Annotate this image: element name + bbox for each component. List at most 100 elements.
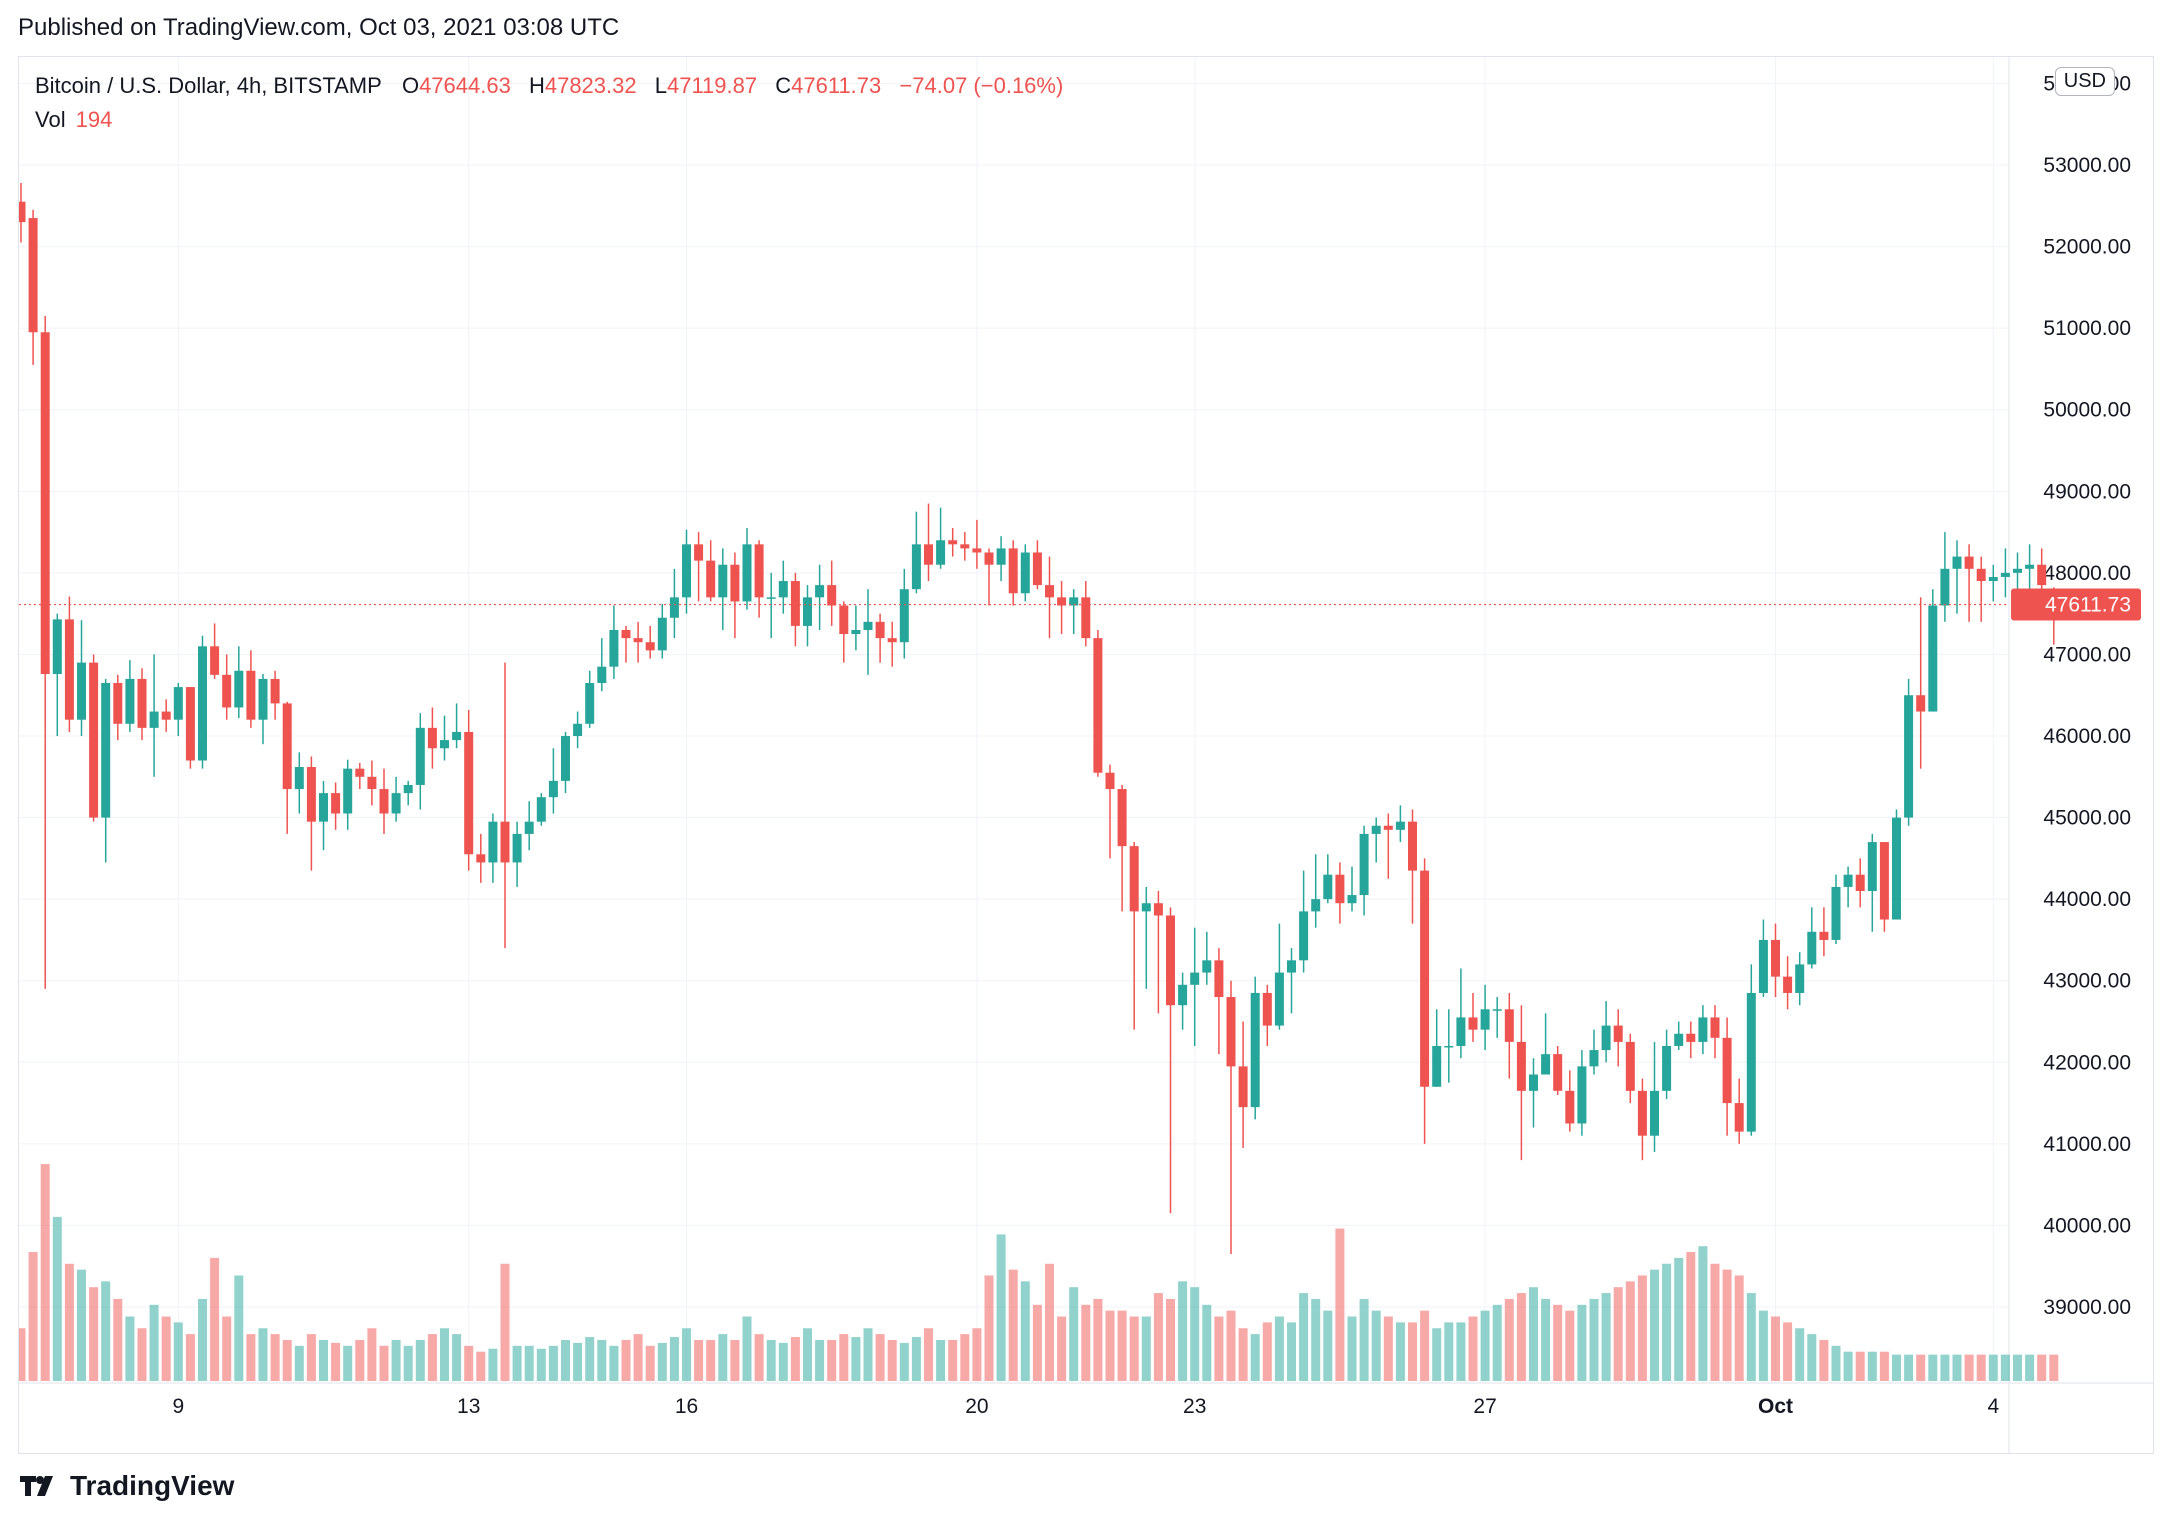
volume-bar <box>718 1334 728 1381</box>
volume-bar <box>331 1342 341 1381</box>
candle-body <box>52 619 62 675</box>
candle-body <box>1153 903 1163 916</box>
volume-bar <box>1250 1334 1260 1381</box>
y-tick-label: 40000.00 <box>2043 1214 2131 1237</box>
candle-body <box>512 833 522 863</box>
volume-bar <box>234 1275 244 1381</box>
volume-bar <box>355 1339 365 1381</box>
last-price-label: 47611.73 <box>2045 594 2131 617</box>
volume-bar <box>1371 1310 1381 1381</box>
volume-bar <box>367 1328 377 1381</box>
candle-body <box>355 768 365 777</box>
candle-body <box>984 552 994 565</box>
candle-body <box>718 564 728 598</box>
volume-bar <box>464 1345 474 1381</box>
candle-body <box>585 683 595 724</box>
volume-bar <box>19 1328 26 1381</box>
volume-bar <box>476 1351 486 1381</box>
candle-body <box>1952 556 1962 569</box>
candle-body <box>803 597 812 626</box>
volume-bar <box>379 1345 389 1381</box>
candle-body <box>40 332 50 675</box>
candle-body <box>222 674 232 708</box>
candle-body <box>730 564 740 602</box>
volume-bar <box>1504 1298 1514 1381</box>
candle-body <box>1395 821 1405 830</box>
candle-body <box>1516 1041 1526 1091</box>
candle-body <box>1855 874 1865 891</box>
candle-body <box>101 683 111 818</box>
y-tick-label: 46000.00 <box>2043 725 2131 748</box>
volume-bar <box>827 1339 837 1381</box>
candle-body <box>1553 1054 1563 1091</box>
volume-bar <box>839 1334 849 1381</box>
x-tick-label: 16 <box>675 1395 698 1418</box>
candle-body <box>1662 1045 1672 1091</box>
candle-body <box>1250 992 1260 1108</box>
volume-bar <box>1323 1310 1333 1381</box>
candle-body <box>403 784 413 794</box>
symbol-title[interactable]: Bitcoin / U.S. Dollar, 4h, BITSTAMP <box>35 73 382 98</box>
candle-body <box>694 544 704 561</box>
candle-body <box>77 662 86 720</box>
volume-bar <box>730 1339 740 1381</box>
volume-bar <box>1432 1328 1442 1381</box>
volume-bar <box>1020 1281 1030 1381</box>
candle-body <box>1299 911 1309 961</box>
volume-bar <box>89 1287 99 1381</box>
candle-body <box>996 548 1006 565</box>
candlestick-chart[interactable]: 39000.00 40000.00 41000.00 42000.00 43000.00… <box>19 57 2154 1454</box>
candle-body <box>1480 1009 1490 1030</box>
currency-button[interactable]: USD <box>2054 67 2115 96</box>
candle-body <box>331 793 341 814</box>
candle-body <box>682 544 691 598</box>
candle-body <box>790 581 800 626</box>
candle-body <box>440 740 449 749</box>
candle-body <box>64 619 74 720</box>
candle-body <box>1420 870 1430 1087</box>
candle-body <box>1867 842 1877 891</box>
candle-body <box>1432 1045 1442 1087</box>
volume-bar <box>899 1342 909 1381</box>
volume-bar <box>294 1345 304 1381</box>
candle-body <box>1335 874 1345 904</box>
volume-bar <box>1795 1328 1805 1381</box>
volume-bar <box>1916 1354 1926 1381</box>
volume-bar <box>2049 1354 2059 1381</box>
candle-body <box>597 666 607 683</box>
volume-bar <box>694 1339 704 1381</box>
candle-body <box>561 736 570 781</box>
candle-body <box>1795 964 1805 993</box>
chart-area[interactable]: 39000.00 40000.00 41000.00 42000.00 43000.00… <box>18 56 2154 1454</box>
tradingview-footer[interactable]: TradingView <box>18 1470 234 1502</box>
candle-body <box>778 581 788 598</box>
volume-bar <box>1674 1257 1684 1381</box>
candle-body <box>1843 874 1853 887</box>
candle-body <box>827 585 837 606</box>
volume-bar <box>1771 1316 1780 1381</box>
candle-body <box>1831 886 1841 940</box>
volume-bar <box>1940 1354 1950 1381</box>
volume-bar <box>561 1339 570 1381</box>
volume-bar <box>1492 1304 1502 1381</box>
volume-bar <box>573 1342 583 1381</box>
candle-body <box>1057 597 1067 606</box>
candle-body <box>282 703 292 790</box>
volume-bar <box>488 1348 498 1381</box>
candle-body <box>1807 931 1817 965</box>
candle-body <box>1492 1009 1502 1011</box>
candle-body <box>1323 874 1333 900</box>
candle-body <box>1625 1041 1635 1091</box>
volume-bar <box>1867 1351 1877 1381</box>
volume-bar <box>1166 1298 1175 1381</box>
candle-body <box>1129 846 1139 912</box>
candle-body <box>2037 564 2047 586</box>
candle-body <box>1565 1090 1575 1124</box>
volume-bar <box>1553 1304 1563 1381</box>
volume-bar <box>440 1328 449 1381</box>
candle-body <box>669 597 679 618</box>
candle-body <box>1166 915 1175 1006</box>
candle-body <box>645 642 655 651</box>
volume-bar <box>125 1316 135 1381</box>
volume-bar <box>137 1328 147 1381</box>
